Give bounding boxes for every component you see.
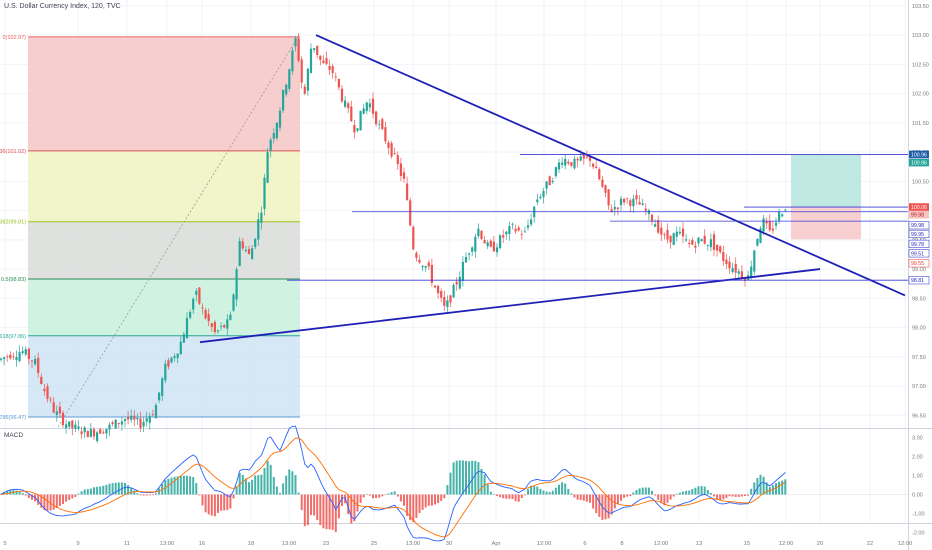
macd-axis[interactable]: 3.00 2.00 1.00 0.00 -1.00 -2.00 (912, 436, 925, 537)
fib-zone (28, 221, 300, 280)
price-tick-label: 102.50 (912, 62, 929, 68)
fib-level-label: 0.236(101.02) (0, 149, 26, 155)
time-tick-label: 16 (199, 541, 205, 547)
time-tick-label: 12:00 (898, 541, 913, 547)
macd-tick-label: 1.00 (912, 474, 923, 480)
time-tick-label: 18 (248, 541, 254, 547)
price-badge (908, 221, 930, 230)
price-badge-text: 100.96 (911, 152, 927, 158)
price-badge (908, 239, 930, 248)
price-badge (908, 276, 930, 285)
macd-tick-label: 3.00 (912, 436, 923, 442)
price-badge (909, 203, 929, 211)
price-axis[interactable]: 103.50103.00102.50102.00101.50101.00100.… (908, 4, 930, 419)
price-tick-label: 98.00 (912, 326, 926, 332)
time-tick-label: 25 (371, 541, 377, 547)
price-tick-label: 97.50 (912, 355, 926, 361)
descending-trendline[interactable] (315, 34, 906, 297)
time-tick-label: 12:00 (654, 541, 669, 547)
price-tick-label: 102.00 (912, 92, 929, 98)
trend-drawings[interactable] (199, 34, 908, 344)
time-tick-label: 5 (3, 541, 6, 547)
price-tick-label: 100.50 (912, 179, 929, 185)
time-tick-label: 13:00 (160, 541, 175, 547)
fib-trend-line (57, 36, 299, 428)
fib-level-label: 0.786(96.47) (0, 415, 26, 421)
price-badge-text: 100.06 (911, 205, 927, 211)
price-badge-text: 99.51 (911, 251, 924, 257)
price-tick-label: 96.50 (912, 413, 926, 419)
price-badge (909, 150, 929, 159)
time-tick-label: 6 (583, 541, 586, 547)
fib-zone (28, 36, 300, 151)
price-badge-text: 99.78 (911, 242, 924, 248)
fib-level-label: 0.382(99.81) (0, 220, 26, 226)
fib-level-label: 0.5(98.83) (1, 277, 26, 283)
fib-retracement[interactable]: 0(102.97) 0.236(101.02) 0.382(99.81) 0.5(98… (0, 35, 300, 428)
price-tick-label: 103.50 (912, 4, 929, 10)
time-tick-label: 12:00 (537, 541, 552, 547)
fib-level-label: 0(102.97) (2, 35, 26, 41)
time-tick-label: 9 (76, 541, 79, 547)
macd-tick-label: 2.00 (912, 455, 923, 461)
price-badge (908, 249, 930, 258)
price-candles (0, 33, 787, 444)
fib-level-label: 0.618(97.86) (0, 334, 26, 340)
time-tick-label: 8 (620, 541, 623, 547)
time-tick-label: 13:00 (406, 541, 421, 547)
price-tick-label: 98.50 (912, 296, 926, 302)
price-badge-text: 99.98 (911, 223, 924, 229)
long-position-tool[interactable] (791, 154, 861, 240)
time-tick-label: 23 (323, 541, 329, 547)
price-tick-label: 97.00 (912, 384, 926, 390)
fib-zone (28, 335, 300, 418)
price-badge (908, 259, 930, 268)
time-tick-label: Apr (491, 541, 500, 547)
macd-tick-label: -2.00 (912, 530, 925, 536)
price-badge (909, 210, 929, 219)
price-badge-text: 98.81 (911, 278, 924, 284)
time-tick-label: 20 (817, 541, 823, 547)
time-tick-label: 30 (446, 541, 452, 547)
price-badge-text: 100.96 (911, 161, 927, 167)
macd-pane (0, 425, 908, 542)
time-tick-label: 13 (696, 541, 702, 547)
price-badge (909, 158, 929, 167)
price-tick-label: 99.00 (912, 267, 926, 273)
fib-zone (28, 150, 300, 222)
price-badge-text: 99.55 (911, 261, 924, 267)
fib-zone (28, 279, 300, 336)
macd-tick-label: -1.00 (912, 511, 925, 517)
price-tick-label: 103.00 (912, 33, 929, 39)
macd-tick-label: 0.00 (912, 493, 923, 499)
time-tick-label: 11 (124, 541, 130, 547)
price-badge-text: 99.98 (911, 213, 924, 219)
price-tick-label: 101.50 (912, 121, 929, 127)
time-tick-label: 22 (867, 541, 873, 547)
signal-line (0, 437, 786, 538)
time-tick-label: 13:00 (282, 541, 297, 547)
profit-zone (791, 154, 861, 208)
symbol-title: U.S. Dollar Currency Index, 120, TVC (4, 3, 121, 10)
time-tick-label: 15 (744, 541, 750, 547)
price-badge-text: 99.95 (911, 232, 924, 238)
stop-zone (791, 207, 861, 240)
ascending-trendline[interactable] (199, 268, 821, 344)
price-badge (908, 229, 930, 239)
macd-label: MACD (4, 432, 24, 439)
time-axis[interactable]: 5 9 11 13:00 16 18 13:00 23 25 13:00 30 Apr 12:00 6 8 1… (3, 541, 912, 547)
time-tick-label: 12:00 (779, 541, 794, 547)
